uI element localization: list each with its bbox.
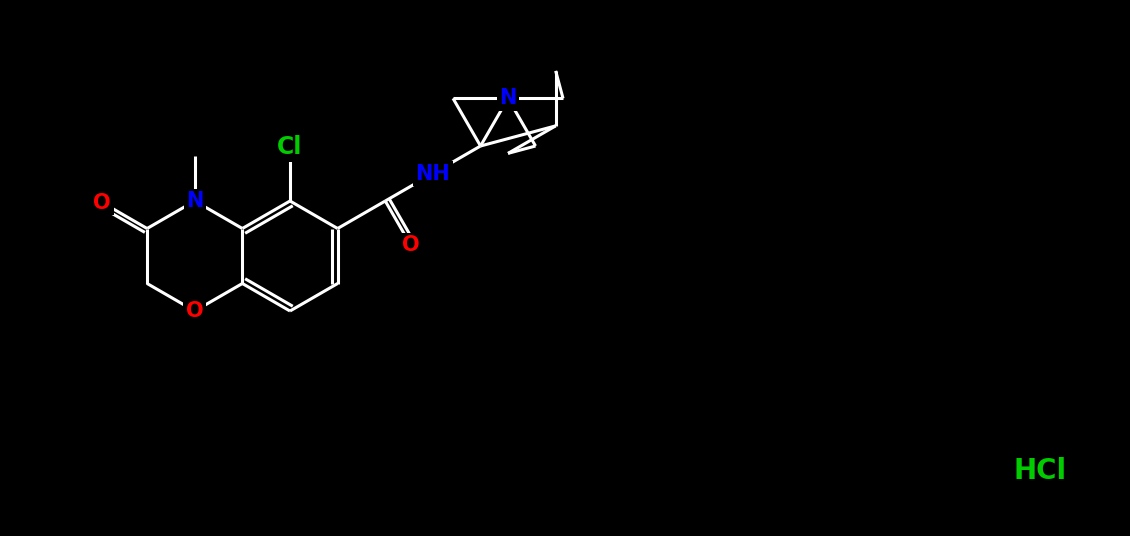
Text: N: N [186,191,203,211]
Text: O: O [186,301,203,321]
Text: O: O [94,192,111,213]
Text: HCl: HCl [1014,457,1067,485]
Text: NH: NH [416,163,450,183]
Text: Cl: Cl [277,136,303,160]
Text: N: N [499,88,516,108]
Text: O: O [402,235,419,255]
